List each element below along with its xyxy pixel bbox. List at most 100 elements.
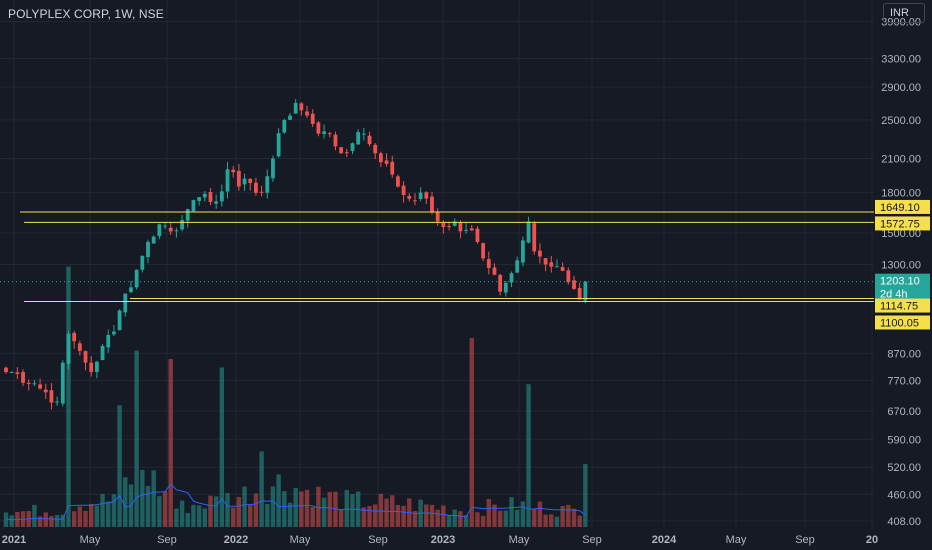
volume-bar xyxy=(168,359,173,527)
volume-bar xyxy=(162,491,168,527)
volume-bar xyxy=(94,505,100,527)
currency-button[interactable]: INR xyxy=(883,3,925,23)
candle-body xyxy=(509,273,514,283)
candle-body xyxy=(390,161,395,175)
volume-bar xyxy=(111,494,117,527)
volume-bar xyxy=(270,486,276,527)
volume-bar xyxy=(191,504,196,527)
y-tick-label: 408.00 xyxy=(887,516,921,528)
candle-body xyxy=(327,133,332,135)
candle-body xyxy=(134,269,139,288)
volume-bar xyxy=(480,515,486,527)
y-tick-label: 1800.00 xyxy=(881,188,921,200)
volume-bar xyxy=(208,495,213,527)
y-tick-label: 590.00 xyxy=(887,434,921,446)
candle-body xyxy=(441,223,446,228)
candle-body xyxy=(413,200,417,202)
candle-body xyxy=(219,191,224,202)
volume-bar xyxy=(265,503,270,527)
volume-bar xyxy=(583,464,588,527)
candle-body xyxy=(146,241,150,258)
x-tick-label: 2022 xyxy=(224,534,248,546)
candle-body xyxy=(310,113,315,124)
volume-bar xyxy=(9,515,14,527)
candle-body xyxy=(344,152,349,154)
candle-body xyxy=(339,147,344,154)
volume-bar xyxy=(549,514,554,527)
candle-body xyxy=(83,351,88,363)
candles xyxy=(4,98,588,410)
x-tick-label: May xyxy=(509,534,530,546)
x-tick-label: May xyxy=(290,534,311,546)
candle-body xyxy=(447,226,451,228)
volume-bar xyxy=(123,477,128,527)
candle-body xyxy=(9,371,14,373)
candle-body xyxy=(276,133,281,157)
candle-body xyxy=(333,134,338,147)
candle-body xyxy=(231,169,236,173)
level-price-label-bg xyxy=(875,216,930,231)
volume-bar xyxy=(49,516,54,527)
level-price-label-bg xyxy=(875,315,930,330)
candle-body xyxy=(202,193,207,198)
volume-bar xyxy=(321,497,327,527)
volume-bar xyxy=(77,506,83,527)
volume-bar xyxy=(282,491,287,527)
volume-bar xyxy=(259,451,264,527)
candle-body xyxy=(538,250,542,257)
candle-body xyxy=(515,260,520,273)
candle-body xyxy=(583,281,588,301)
candle-body xyxy=(140,255,145,270)
candle-body xyxy=(316,122,321,134)
volume-bar xyxy=(492,504,497,527)
candle-body xyxy=(77,343,82,351)
volume-bar xyxy=(526,384,531,527)
candle-body xyxy=(566,270,571,283)
candle-body xyxy=(560,267,565,271)
volume-bar xyxy=(469,338,474,527)
candle-body xyxy=(486,259,491,268)
volume-bar xyxy=(89,503,94,527)
y-tick-label: 770.00 xyxy=(887,375,921,387)
candle-body xyxy=(259,191,264,193)
volume-bar xyxy=(577,515,582,527)
volume-bar xyxy=(412,510,418,527)
level-price-label: 1572.75 xyxy=(880,218,920,230)
candle-body xyxy=(185,209,190,221)
volume-bar xyxy=(151,470,156,527)
volume-bar xyxy=(299,491,304,527)
candle-body xyxy=(305,111,309,116)
y-tick-label: 670.00 xyxy=(887,406,921,418)
candle-body xyxy=(464,229,468,231)
candle-body xyxy=(38,384,42,389)
volume-bar xyxy=(202,508,207,527)
candle-body xyxy=(208,192,213,202)
volume-bar xyxy=(373,504,378,527)
x-tick-label: 20 xyxy=(866,534,878,546)
volume-bar xyxy=(316,486,321,527)
y-tick-label: 870.00 xyxy=(887,348,921,360)
candle-body xyxy=(4,367,8,373)
x-tick-label: 2023 xyxy=(431,534,455,546)
candle-body xyxy=(60,362,65,404)
candle-body xyxy=(32,383,37,385)
volume-bar xyxy=(350,494,355,527)
volume-bar xyxy=(83,510,88,527)
candle-body xyxy=(117,310,122,331)
volume-bar xyxy=(287,502,293,527)
candle-body xyxy=(543,258,548,265)
candle-body xyxy=(242,178,247,185)
candle-body xyxy=(361,133,366,135)
volume-bar xyxy=(71,511,77,527)
candle-body xyxy=(577,288,582,300)
candle-body xyxy=(254,182,258,193)
candle-body xyxy=(72,332,77,342)
candle-body xyxy=(430,196,434,212)
x-tick-label: 2024 xyxy=(652,534,677,546)
volume-bar xyxy=(3,512,9,527)
volume-bar xyxy=(338,509,344,527)
volume-bar xyxy=(54,514,60,527)
candle-body xyxy=(492,267,497,275)
volume-bar xyxy=(219,367,225,527)
